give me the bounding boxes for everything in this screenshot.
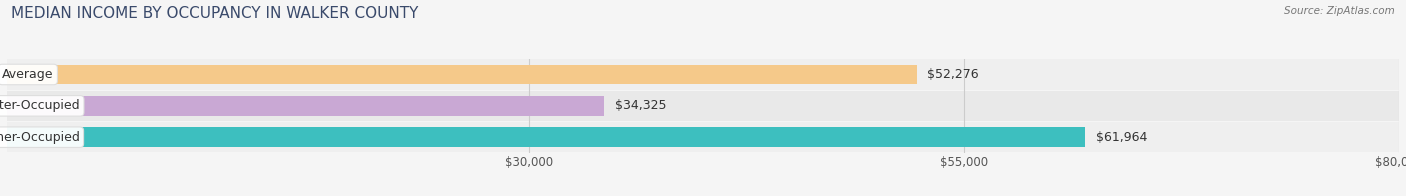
Text: Renter-Occupied: Renter-Occupied	[0, 99, 80, 112]
Text: Average: Average	[3, 68, 53, 81]
Bar	[7, 59, 1399, 90]
Text: $34,325: $34,325	[614, 99, 666, 112]
Bar	[7, 96, 605, 116]
Text: $52,276: $52,276	[927, 68, 979, 81]
Text: Owner-Occupied: Owner-Occupied	[0, 131, 80, 144]
Bar	[7, 65, 917, 84]
Bar	[7, 91, 1399, 121]
Bar	[7, 122, 1399, 152]
Text: MEDIAN INCOME BY OCCUPANCY IN WALKER COUNTY: MEDIAN INCOME BY OCCUPANCY IN WALKER COU…	[11, 6, 419, 21]
Text: Source: ZipAtlas.com: Source: ZipAtlas.com	[1284, 6, 1395, 16]
Text: $61,964: $61,964	[1095, 131, 1147, 144]
Bar	[7, 127, 1085, 147]
